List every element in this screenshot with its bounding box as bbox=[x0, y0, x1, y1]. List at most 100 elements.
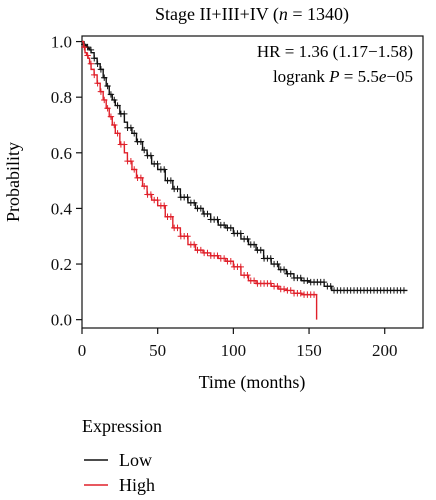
logrank-prefix: logrank bbox=[273, 67, 329, 86]
censor-mark bbox=[127, 124, 135, 131]
x-tick-label: 150 bbox=[296, 341, 322, 360]
censor-marks-low bbox=[81, 41, 408, 294]
censor-mark bbox=[160, 166, 168, 173]
censor-mark bbox=[257, 246, 264, 254]
x-axis-label: Time (months) bbox=[199, 372, 306, 393]
y-tick-label: 0.8 bbox=[51, 88, 72, 107]
censor-mark bbox=[237, 263, 244, 271]
censor-mark bbox=[214, 216, 221, 223]
censor-mark bbox=[97, 88, 105, 95]
censor-mark bbox=[287, 287, 294, 294]
censor-mark bbox=[94, 80, 101, 87]
censor-mark bbox=[104, 82, 111, 90]
censor-mark bbox=[84, 52, 91, 59]
censor-mark bbox=[101, 96, 108, 104]
logrank-e: e bbox=[379, 67, 387, 86]
logrank-exp: −05 bbox=[386, 67, 413, 86]
censor-mark bbox=[137, 174, 145, 182]
censor-mark bbox=[197, 246, 205, 254]
legend-label-high: High bbox=[119, 475, 155, 495]
censor-mark bbox=[81, 43, 88, 51]
censor-mark bbox=[131, 130, 138, 137]
x-tick-label: 200 bbox=[372, 341, 398, 360]
censor-mark bbox=[94, 60, 101, 68]
censor-mark bbox=[197, 205, 205, 212]
censor-mark bbox=[91, 71, 98, 79]
censor-mark bbox=[250, 277, 258, 284]
censor-mark bbox=[327, 283, 334, 290]
censor-mark bbox=[107, 91, 115, 98]
chart-title: Stage II+III+IV (n = 1340) bbox=[155, 4, 349, 25]
censor-mark bbox=[297, 274, 304, 282]
censor-mark bbox=[204, 210, 211, 218]
censor-mark bbox=[274, 283, 281, 290]
censor-mark bbox=[87, 46, 95, 54]
censor-mark bbox=[121, 141, 128, 148]
censor-mark bbox=[274, 260, 281, 268]
x-tick-label: 100 bbox=[221, 341, 247, 360]
censor-mark bbox=[107, 113, 115, 120]
censor-mark bbox=[184, 233, 191, 240]
censor-mark bbox=[111, 121, 118, 129]
censor-mark bbox=[220, 255, 228, 262]
censor-mark bbox=[121, 110, 128, 118]
censor-mark bbox=[141, 182, 148, 190]
censor-mark bbox=[167, 177, 175, 184]
y-tick-label: 1.0 bbox=[51, 33, 72, 52]
logrank-annotation: logrank P = 5.5e−05 bbox=[273, 67, 413, 86]
censor-mark bbox=[244, 271, 251, 279]
censor-mark bbox=[304, 277, 311, 284]
censor-mark bbox=[267, 255, 274, 262]
censor-mark bbox=[160, 202, 168, 209]
censor-mark bbox=[131, 166, 138, 173]
x-tick-label: 0 bbox=[78, 341, 87, 360]
censor-mark bbox=[237, 230, 244, 237]
censor-mark bbox=[147, 191, 155, 198]
y-tick-label: 0.4 bbox=[51, 199, 73, 218]
legend: Expression Low High bbox=[82, 416, 162, 495]
y-axis-label: Probability bbox=[3, 142, 23, 222]
censor-mark bbox=[214, 252, 221, 259]
chart-title-suffix: = 1340) bbox=[288, 4, 349, 25]
y-tick-label: 0.2 bbox=[51, 255, 72, 274]
y-axis-ticks: 0.0 0.2 0.4 0.6 0.8 1.0 bbox=[51, 33, 82, 330]
censor-mark bbox=[174, 224, 181, 232]
censor-mark bbox=[111, 96, 118, 104]
censor-mark bbox=[174, 185, 181, 193]
censor-mark bbox=[190, 241, 198, 248]
censor-mark bbox=[114, 102, 121, 109]
censor-mark bbox=[204, 249, 211, 257]
censor-mark bbox=[97, 66, 105, 73]
x-tick-label: 50 bbox=[149, 341, 166, 360]
hazard-ratio-annotation: HR = 1.36 (1.17−1.58) bbox=[257, 42, 413, 61]
plot-frame bbox=[81, 35, 424, 329]
censor-mark bbox=[280, 266, 288, 273]
y-tick-label: 0.0 bbox=[51, 311, 72, 330]
y-tick-label: 0.6 bbox=[51, 144, 72, 163]
chart-title-n: n bbox=[279, 4, 288, 24]
censor-mark bbox=[400, 287, 408, 294]
censor-mark bbox=[167, 213, 175, 220]
censor-mark bbox=[87, 60, 95, 68]
series-layer bbox=[81, 40, 408, 320]
legend-label-low: Low bbox=[119, 450, 152, 470]
censor-mark bbox=[91, 55, 98, 62]
censor-mark bbox=[137, 138, 145, 145]
censor-mark bbox=[297, 290, 304, 297]
censor-marks-high bbox=[81, 43, 318, 298]
censor-mark bbox=[127, 157, 135, 165]
censor-mark bbox=[310, 291, 318, 298]
chart-title-prefix: Stage II+III+IV ( bbox=[155, 4, 279, 25]
censor-mark bbox=[244, 235, 251, 243]
censor-mark bbox=[147, 152, 155, 159]
censor-mark bbox=[154, 196, 161, 204]
x-axis-ticks: 0 50 100 150 200 bbox=[78, 328, 398, 360]
censor-mark bbox=[227, 224, 234, 232]
censor-mark bbox=[184, 194, 191, 201]
censor-mark bbox=[320, 278, 328, 286]
censor-mark bbox=[101, 74, 108, 81]
censor-mark bbox=[267, 280, 274, 287]
logrank-p: P bbox=[328, 67, 339, 86]
legend-title: Expression bbox=[82, 416, 162, 436]
